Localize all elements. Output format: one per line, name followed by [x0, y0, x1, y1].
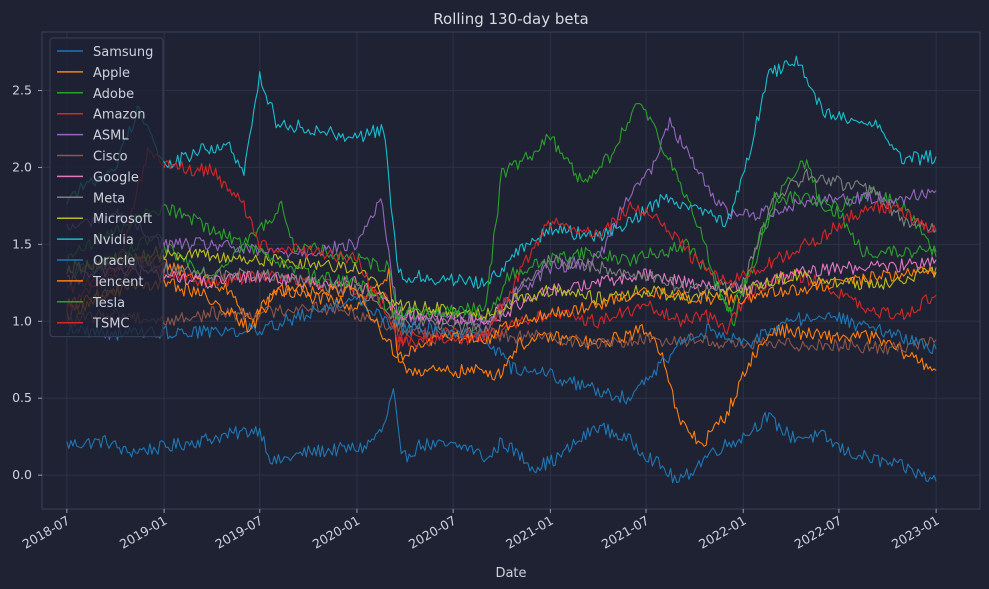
legend-label: Apple: [93, 66, 130, 81]
series-line-asml: [66, 117, 937, 328]
plot-area-frame: [41, 31, 981, 510]
legend-label: Oracle: [93, 254, 135, 269]
legend-label: ASML: [93, 129, 129, 144]
legend-label: Tencent: [92, 275, 143, 290]
legend-label: Samsung: [93, 45, 153, 60]
x-axis-title: Date: [495, 566, 526, 581]
series-layer: [66, 55, 937, 484]
legend-label: Amazon: [93, 108, 146, 123]
legend-label: Meta: [93, 191, 125, 206]
chart-title: Rolling 130-day beta: [433, 10, 588, 28]
series-line-meta: [66, 168, 937, 335]
series-line-tesla: [66, 102, 937, 320]
legend: Samsung Apple Adobe Amazon ASML Cisco Google Me…: [49, 37, 164, 338]
y-axis: 0.0 0.5 1.0 1.5 2.0 2.5: [12, 82, 42, 482]
series-line-samsung: [66, 388, 937, 484]
legend-label: Nvidia: [93, 233, 134, 248]
legend-label: Google: [93, 170, 139, 185]
legend-label: Cisco: [93, 150, 128, 165]
series-line-tsmc: [66, 147, 937, 351]
y-tick-label: 1.0: [12, 313, 32, 328]
series-line-tencent: [66, 266, 937, 361]
legend-label: Microsoft: [93, 212, 152, 227]
legend-box: [49, 37, 164, 338]
legend-label: TSMC: [92, 317, 130, 332]
y-tick-label: 0.5: [12, 390, 32, 405]
y-tick-label: 0.0: [12, 467, 32, 482]
y-tick-label: 2.5: [12, 82, 32, 97]
legend-label: Adobe: [93, 87, 134, 102]
legend-label: Tesla: [92, 296, 125, 311]
series-line-cisco: [66, 301, 937, 355]
series-line-oracle: [66, 293, 937, 405]
y-tick-label: 2.0: [12, 159, 32, 174]
series-line-adobe: [66, 159, 937, 327]
series-line-nvidia: [66, 55, 937, 290]
y-tick-label: 1.5: [12, 236, 32, 251]
